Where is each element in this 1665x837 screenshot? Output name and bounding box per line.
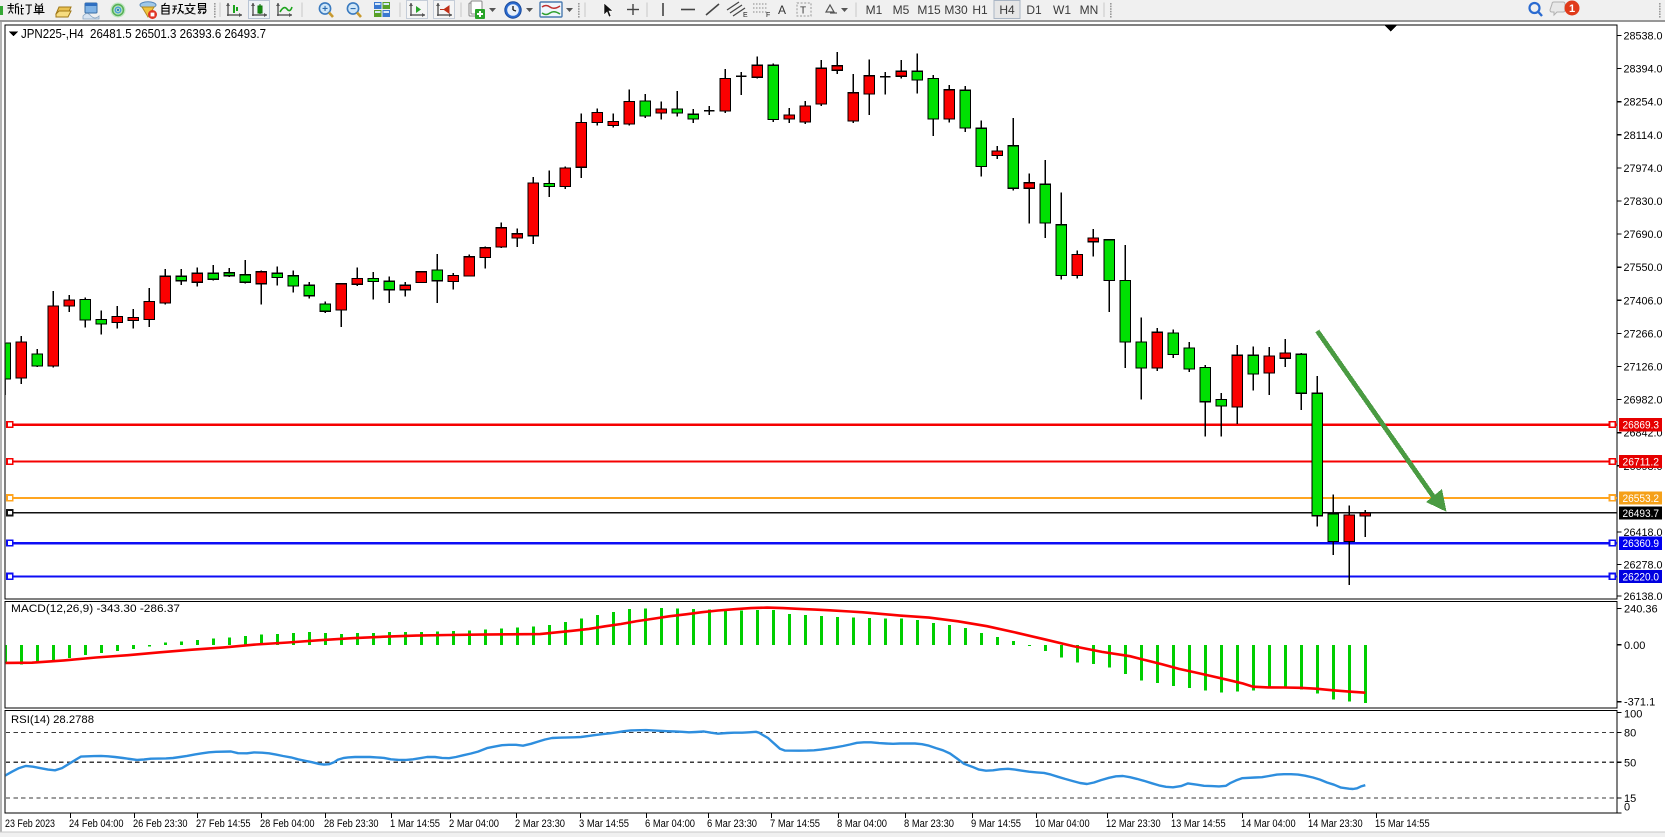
svg-text:M1: M1: [866, 3, 883, 17]
svg-text:7 Mar 14:55: 7 Mar 14:55: [770, 818, 820, 830]
svg-text:15: 15: [1624, 793, 1636, 805]
svg-text:26869.3: 26869.3: [1623, 420, 1660, 432]
svg-text:240.36: 240.36: [1624, 604, 1658, 616]
svg-text:26 Feb 23:30: 26 Feb 23:30: [133, 818, 188, 830]
svg-text:27690.0: 27690.0: [1624, 229, 1663, 241]
svg-text:26138.0: 26138.0: [1624, 591, 1663, 603]
svg-text:12 Mar 23:30: 12 Mar 23:30: [1106, 818, 1161, 830]
svg-text:26220.0: 26220.0: [1623, 572, 1660, 584]
svg-text:T: T: [800, 6, 806, 17]
svg-text:26278.0: 26278.0: [1624, 560, 1663, 572]
svg-text:26360.9: 26360.9: [1623, 538, 1660, 550]
svg-text:27406.0: 27406.0: [1624, 295, 1663, 307]
svg-text:23 Feb 2023: 23 Feb 2023: [5, 818, 55, 830]
svg-text:13 Mar 14:55: 13 Mar 14:55: [1171, 818, 1226, 830]
svg-text:6 Mar 04:00: 6 Mar 04:00: [645, 818, 695, 830]
svg-text:−: −: [350, 4, 356, 15]
svg-text:14 Mar 04:00: 14 Mar 04:00: [1241, 818, 1296, 830]
svg-text:A: A: [778, 3, 786, 17]
svg-text:100: 100: [1624, 709, 1642, 721]
svg-text:0.00: 0.00: [1624, 640, 1645, 652]
svg-text:-371.1: -371.1: [1624, 697, 1655, 709]
svg-text:9 Mar 14:55: 9 Mar 14:55: [971, 818, 1021, 830]
svg-text:F: F: [766, 12, 770, 19]
svg-text:H4: H4: [999, 3, 1015, 17]
svg-text:D1: D1: [1026, 3, 1042, 17]
svg-text:RSI(14) 28.2788: RSI(14) 28.2788: [11, 714, 94, 726]
svg-text:JPN225-,H4 26481.5 26501.3 26: JPN225-,H4 26481.5 26501.3 26393.6 26493…: [21, 27, 266, 41]
svg-text:28114.0: 28114.0: [1624, 130, 1663, 142]
svg-text:3 Mar 14:55: 3 Mar 14:55: [579, 818, 629, 830]
svg-text:27 Feb 14:55: 27 Feb 14:55: [196, 818, 251, 830]
svg-text:24 Feb 04:00: 24 Feb 04:00: [69, 818, 124, 830]
svg-text:50: 50: [1624, 757, 1636, 769]
svg-text:W1: W1: [1053, 3, 1071, 17]
svg-text:28394.0: 28394.0: [1624, 64, 1663, 76]
svg-text:M5: M5: [893, 3, 910, 17]
svg-text:27126.0: 27126.0: [1624, 362, 1663, 374]
svg-text:H1: H1: [972, 3, 988, 17]
svg-text:14 Mar 23:30: 14 Mar 23:30: [1308, 818, 1363, 830]
svg-text:26493.7: 26493.7: [1623, 508, 1660, 520]
svg-text:26982.0: 26982.0: [1624, 395, 1663, 407]
svg-text:E: E: [743, 12, 748, 19]
svg-text:28538.0: 28538.0: [1624, 31, 1663, 43]
svg-text:2 Mar 23:30: 2 Mar 23:30: [515, 818, 565, 830]
svg-text:26418.0: 26418.0: [1624, 527, 1663, 539]
svg-text:10 Mar 04:00: 10 Mar 04:00: [1035, 818, 1090, 830]
svg-text:80: 80: [1624, 728, 1636, 740]
svg-text:+: +: [322, 4, 328, 15]
svg-text:26553.2: 26553.2: [1623, 493, 1660, 505]
svg-text:M30: M30: [944, 3, 968, 17]
svg-text:1 Mar 14:55: 1 Mar 14:55: [390, 818, 440, 830]
svg-text:28 Feb 04:00: 28 Feb 04:00: [260, 818, 315, 830]
svg-text:0: 0: [1624, 802, 1630, 814]
svg-text:26711.2: 26711.2: [1623, 457, 1660, 469]
svg-text:6 Mar 23:30: 6 Mar 23:30: [707, 818, 757, 830]
svg-text:MN: MN: [1080, 3, 1099, 17]
svg-text:28254.0: 28254.0: [1624, 97, 1663, 109]
svg-text:2 Mar 04:00: 2 Mar 04:00: [449, 818, 499, 830]
svg-text:8 Mar 04:00: 8 Mar 04:00: [837, 818, 887, 830]
svg-text:15 Mar 14:55: 15 Mar 14:55: [1375, 818, 1430, 830]
svg-text:28 Feb 23:30: 28 Feb 23:30: [324, 818, 379, 830]
svg-text:27974.0: 27974.0: [1624, 163, 1663, 175]
svg-text:27266.0: 27266.0: [1624, 328, 1663, 340]
svg-text:27550.0: 27550.0: [1624, 262, 1663, 274]
svg-text:MACD(12,26,9) -343.30 -286.37: MACD(12,26,9) -343.30 -286.37: [11, 603, 180, 615]
svg-text:1: 1: [1569, 3, 1575, 15]
svg-text:27830.0: 27830.0: [1624, 196, 1663, 208]
svg-text:8 Mar 23:30: 8 Mar 23:30: [904, 818, 954, 830]
svg-text:M15: M15: [917, 3, 941, 17]
